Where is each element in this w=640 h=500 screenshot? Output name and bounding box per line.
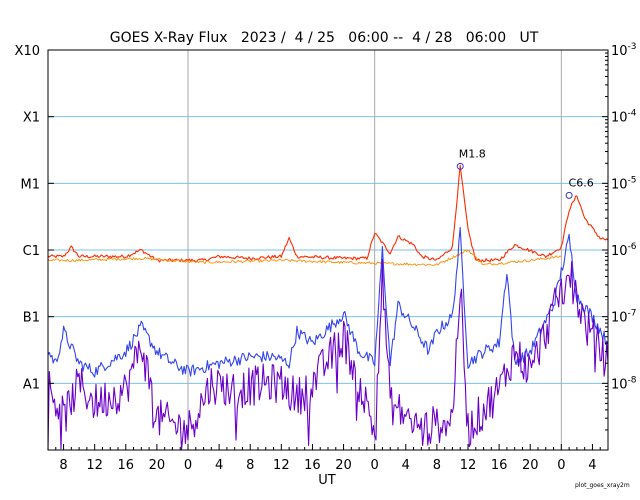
x-axis-label: UT bbox=[318, 473, 336, 488]
exponent: -5 bbox=[628, 175, 637, 185]
x-tick-label: 4 bbox=[215, 458, 223, 473]
footer-credit: plot_goes_xray2m bbox=[575, 482, 630, 489]
y-right-label: 10-4 bbox=[611, 109, 637, 126]
x-tick-label: 20 bbox=[149, 458, 166, 473]
y-right-label: 10-7 bbox=[611, 309, 637, 326]
flare-class-label: X1 bbox=[23, 111, 40, 126]
x-tick-label: 16 bbox=[118, 458, 135, 473]
flare-class-label: A1 bbox=[23, 377, 40, 392]
y-right-label: 10-5 bbox=[611, 175, 637, 192]
flare-class-label: C1 bbox=[23, 244, 40, 259]
x-tick-label: 0 bbox=[557, 458, 565, 473]
x-tick-label: 8 bbox=[246, 458, 254, 473]
x-tick-label: 4 bbox=[588, 458, 596, 473]
plot-area: 8 12 16 20 0 4 8 12 16 20 0 4 8 12 16 20 0 4 A1 B1 C1 M1 X1 X10… bbox=[15, 42, 637, 473]
x-tick-label: 12 bbox=[86, 458, 103, 473]
x-tick-label: 12 bbox=[460, 458, 477, 473]
y-right-label: 10-3 bbox=[611, 42, 637, 59]
exponent: -4 bbox=[628, 109, 637, 119]
series-line bbox=[47, 249, 562, 266]
exponent: -8 bbox=[628, 375, 637, 385]
x-tick-label: 4 bbox=[402, 458, 410, 473]
series-line bbox=[47, 258, 609, 451]
x-tick-label: 20 bbox=[522, 458, 539, 473]
flare-peak-marker bbox=[565, 191, 573, 199]
x-tick-label: 0 bbox=[371, 458, 379, 473]
x-tick-label: 16 bbox=[491, 458, 508, 473]
x-tick-label: 20 bbox=[335, 458, 352, 473]
flare-label: C6.6 bbox=[569, 176, 594, 189]
x-tick-label: 0 bbox=[184, 458, 192, 473]
flare-class-label: M1 bbox=[21, 177, 41, 192]
y-right-label: 10-6 bbox=[611, 242, 637, 259]
x-tick-label: 16 bbox=[304, 458, 321, 473]
exponent: -6 bbox=[628, 242, 637, 252]
x-tick-label: 8 bbox=[59, 458, 67, 473]
exponent: -7 bbox=[628, 309, 637, 319]
x-tick-label: 8 bbox=[433, 458, 441, 473]
chart-title: GOES X-Ray Flux 2023 / 4 / 25 06:00 -- 4… bbox=[110, 30, 539, 46]
y-right-label: 10-8 bbox=[611, 375, 637, 392]
exponent: -3 bbox=[628, 42, 637, 52]
flare-class-label: B1 bbox=[23, 311, 40, 326]
flare-peak-marker bbox=[456, 162, 464, 170]
x-tick-label: 12 bbox=[273, 458, 290, 473]
flare-label: M1.8 bbox=[459, 147, 486, 160]
flare-class-label: X10 bbox=[15, 44, 40, 59]
series-line bbox=[47, 164, 609, 263]
